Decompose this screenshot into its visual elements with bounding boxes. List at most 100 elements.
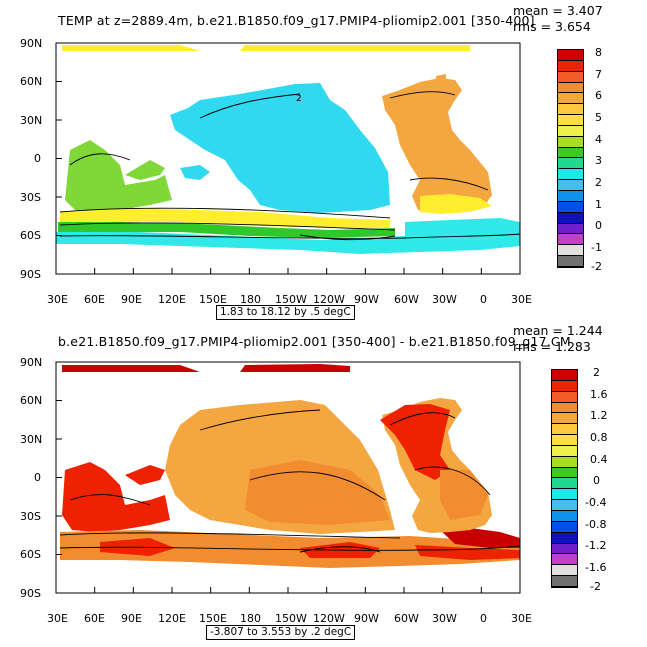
bottom-indian-ocean [62,462,170,532]
bottom-lon-label: 30W [432,612,457,625]
colorbar-swatch [558,245,583,257]
colorbar-swatch [558,223,583,235]
bottom-cb-label: -1.6 [585,561,607,574]
bottom-arctic-band [62,365,200,372]
bottom-cb-label: -1.2 [585,539,607,552]
bottom-lon-label: 60E [84,612,105,625]
top-lon-label: 60W [394,293,419,306]
top-mean-text: mean = 3.407 [513,3,603,18]
top-cb-label: -2 [591,260,602,273]
top-pacific [170,83,390,213]
colorbar-swatch [552,435,577,446]
top-indian-ocean [65,140,172,212]
bottom-lon-label: 30E [47,612,68,625]
bottom-lat-90n: 90N [20,356,43,369]
bottom-lon-label: 0 [480,612,487,625]
top-lat-60n: 60N [20,75,43,88]
top-lat-30n: 30N [20,114,43,127]
top-atlantic-yellow [420,194,492,214]
colorbar-swatch [552,391,577,403]
bottom-atlantic-red [380,404,450,480]
top-lon-label: 120W [313,293,345,306]
top-rms-text: rms = 3.654 [513,19,591,34]
top-southern-green [58,222,395,238]
top-caption: 1.83 to 18.12 by .5 degC [216,305,355,320]
bottom-lon-label: 90E [121,612,142,625]
colorbar-swatch [552,554,577,566]
bottom-southern-red [100,538,175,556]
bottom-lat-0: 0 [34,471,41,484]
bottom-lat-30n: 30N [20,433,43,446]
colorbar-swatch [558,60,583,72]
colorbar-swatch [558,212,583,224]
top-southern-ocean-east [405,218,520,240]
bottom-arctic-band-east [240,364,350,372]
bottom-lat-60n: 60N [20,394,43,407]
top-lon-label: 30E [47,293,68,306]
top-lon-label: 0 [480,293,487,306]
colorbar-swatch [552,510,577,522]
bottom-lon-label: 30E [511,612,532,625]
top-lon-label: 120E [158,293,186,306]
top-lon-label: 90W [354,293,379,306]
colorbar-swatch [552,532,577,544]
colorbar-swatch [552,521,577,533]
top-lat-90n: 90N [20,37,43,50]
top-atlantic [382,78,492,213]
colorbar-swatch [552,370,577,381]
top-cb-label: 7 [595,68,602,81]
top-lon-label: 90E [121,293,142,306]
top-cb-label: 3 [595,154,602,167]
top-cb-label: 0 [595,219,602,232]
colorbar-swatch [552,424,577,436]
bottom-cb-label: 2 [593,366,600,379]
top-lon-label: 150W [275,293,307,306]
colorbar-swatch [558,234,583,246]
bottom-southern-red-3 [415,545,520,560]
colorbar-swatch [552,489,577,501]
colorbar-swatch [558,256,583,267]
top-cb-label: 4 [595,133,602,146]
top-lon-label: 60E [84,293,105,306]
bottom-lon-label: 180 [240,612,261,625]
top-cb-label: -1 [591,241,602,254]
top-southern-ocean [56,232,520,254]
top-cb-label: 8 [595,46,602,59]
top-cb-label: 6 [595,89,602,102]
top-maritime [125,160,165,180]
colorbar-swatch [558,50,583,61]
colorbar-swatch [558,147,583,159]
top-lat-60s: 60S [20,229,41,242]
top-colorbar [557,49,584,268]
bottom-lon-label: 150W [275,612,307,625]
bottom-atlantic-dark [440,470,488,520]
bottom-cb-label: 0.4 [590,453,608,466]
top-contour-label: 2 [296,94,302,104]
colorbar-swatch [552,467,577,479]
top-cb-label: 1 [595,198,602,211]
colorbar-swatch [558,82,583,94]
bottom-cb-label: 0.8 [590,431,608,444]
bottom-cb-label: -2 [590,580,601,593]
colorbar-swatch [552,576,577,587]
bottom-lon-label: 150E [199,612,227,625]
top-lon-label: 30W [432,293,457,306]
colorbar-swatch [558,136,583,148]
top-cb-label: 5 [595,111,602,124]
top-southern-yellow [60,208,390,228]
bottom-lat-30s: 30S [20,510,41,523]
top-lat-0: 0 [34,152,41,165]
bottom-southern-darkred [440,528,520,548]
bottom-lat-60s: 60S [20,548,41,561]
colorbar-swatch [558,115,583,126]
top-panel-title: TEMP at z=2889.4m, b.e21.B1850.f09_g17.P… [58,13,535,28]
top-lon-label: 150E [199,293,227,306]
bottom-cb-label: -0.4 [585,496,607,509]
colorbar-swatch [552,380,577,392]
colorbar-swatch [558,104,583,116]
bottom-southern-band [60,530,520,568]
colorbar-swatch [552,500,577,511]
colorbar-swatch [558,180,583,191]
bottom-panel-title: b.e21.B1850.f09_g17.PMIP4-pliomip2.001 [… [58,334,571,349]
top-map: 2 [55,42,521,275]
